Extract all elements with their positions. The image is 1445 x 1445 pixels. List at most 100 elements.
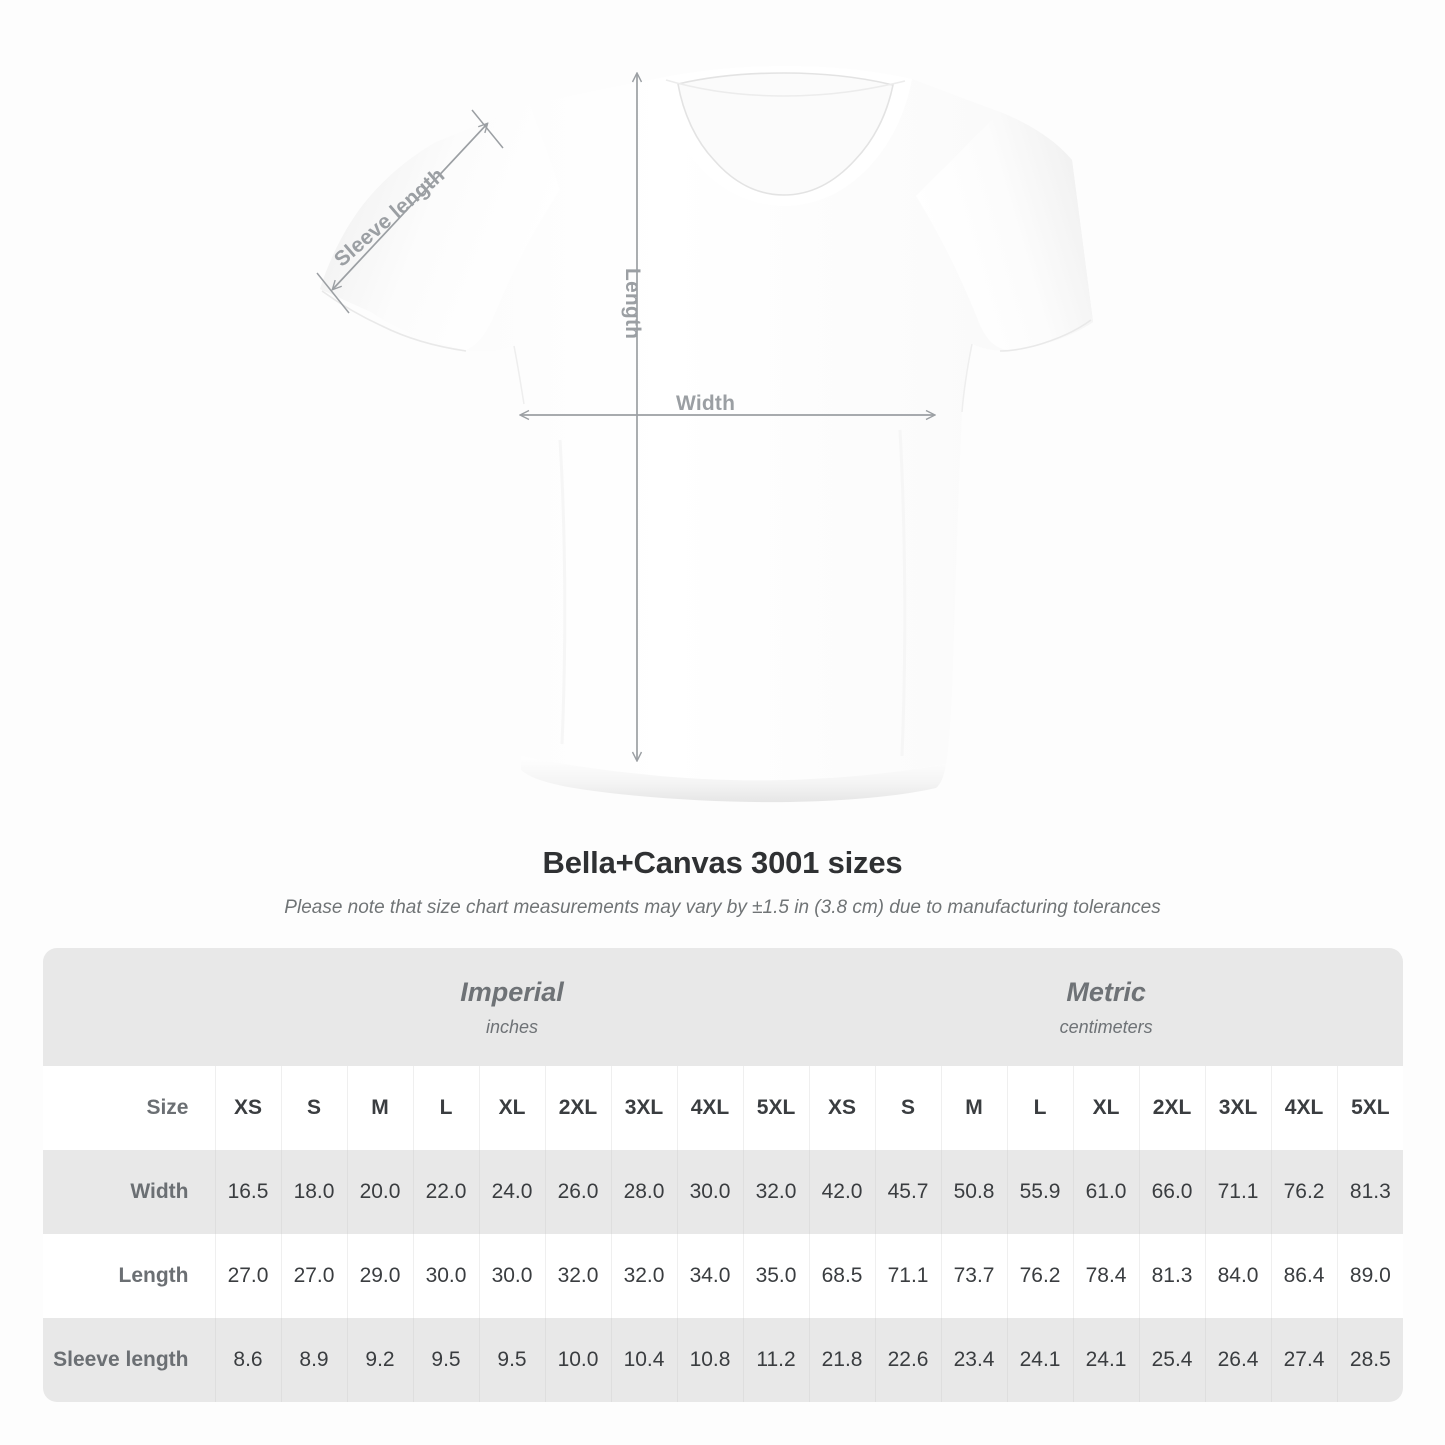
cell-sleeve-length-m-imperial: 9.2: [347, 1318, 414, 1402]
cell-sleeve-length-4xl-imperial: 10.8: [677, 1318, 744, 1402]
cell-length-4xl-metric: 86.4: [1271, 1234, 1338, 1318]
cell-length-s-imperial: 27.0: [281, 1234, 348, 1318]
unit-name: Imperial: [460, 976, 564, 1007]
cell-width-5xl-imperial: 32.0: [743, 1150, 810, 1234]
width-label: Width: [676, 392, 736, 415]
cell-width-m-imperial: 20.0: [347, 1150, 414, 1234]
cell-width-xs-metric: 42.0: [809, 1150, 876, 1234]
size-table: Imperial inches Metric centimeters Size XS S M L…: [43, 948, 1404, 1402]
measurement-lines: [316, 74, 934, 760]
cell-sleeve-length-xl-metric: 24.1: [1073, 1318, 1140, 1402]
column-header-xl-metric: XL: [1073, 1066, 1140, 1150]
unit-subtitle: centimeters: [1059, 1016, 1153, 1037]
column-header-xs-imperial: XS: [215, 1066, 282, 1150]
unit-subtitle: inches: [486, 1016, 539, 1037]
column-header-3xl-imperial: 3XL: [611, 1066, 678, 1150]
cell-width-l-metric: 55.9: [1007, 1150, 1074, 1234]
cell-length-m-metric: 73.7: [941, 1234, 1008, 1318]
cell-length-s-metric: 71.1: [875, 1234, 942, 1318]
cell-width-3xl-imperial: 28.0: [611, 1150, 678, 1234]
cell-length-m-imperial: 29.0: [347, 1234, 414, 1318]
cell-sleeve-length-l-imperial: 9.5: [413, 1318, 480, 1402]
cell-length-l-metric: 76.2: [1007, 1234, 1074, 1318]
column-header-5xl-imperial: 5XL: [743, 1066, 810, 1150]
cell-sleeve-length-4xl-metric: 27.4: [1271, 1318, 1338, 1402]
sleeve-cap-lower: [316, 272, 350, 314]
cell-length-4xl-imperial: 34.0: [677, 1234, 744, 1318]
cell-width-s-metric: 45.7: [875, 1150, 942, 1234]
cell-sleeve-length-3xl-metric: 26.4: [1205, 1318, 1272, 1402]
cell-width-m-metric: 50.8: [941, 1150, 1008, 1234]
cell-width-2xl-imperial: 26.0: [545, 1150, 612, 1234]
cell-sleeve-length-3xl-imperial: 10.4: [611, 1318, 678, 1402]
cell-sleeve-length-s-metric: 22.6: [875, 1318, 942, 1402]
cell-length-5xl-imperial: 35.0: [743, 1234, 810, 1318]
tshirt-diagram: Width Length Sleeve length: [316, 66, 1093, 803]
sleeve-length-arrow: [333, 124, 487, 289]
tshirt-illustration-svg: [316, 66, 1093, 803]
unit-name: Metric: [1066, 976, 1146, 1007]
cell-sleeve-length-m-metric: 23.4: [941, 1318, 1008, 1402]
unit-group-imperial: Imperial inches: [215, 948, 810, 1066]
cell-width-s-imperial: 18.0: [281, 1150, 348, 1234]
cell-sleeve-length-s-imperial: 8.9: [281, 1318, 348, 1402]
column-header-s-metric: S: [875, 1066, 942, 1150]
cell-length-2xl-imperial: 32.0: [545, 1234, 612, 1318]
column-header-m-imperial: M: [347, 1066, 414, 1150]
cell-length-l-imperial: 30.0: [413, 1234, 480, 1318]
table-row: Length 27.0 27.0 29.0 30.0 30.0 32.0 32.0 34.0 35…: [43, 1234, 1404, 1318]
column-header-2xl-metric: 2XL: [1139, 1066, 1206, 1150]
cell-width-5xl-metric: 81.3: [1337, 1150, 1404, 1234]
cell-sleeve-length-2xl-metric: 25.4: [1139, 1318, 1206, 1402]
cell-sleeve-length-xs-imperial: 8.6: [215, 1318, 282, 1402]
cell-width-xs-imperial: 16.5: [215, 1150, 282, 1234]
cell-sleeve-length-2xl-imperial: 10.0: [545, 1318, 612, 1402]
cell-width-4xl-metric: 76.2: [1271, 1150, 1338, 1234]
cell-width-xl-metric: 61.0: [1073, 1150, 1140, 1234]
column-header-m-metric: M: [941, 1066, 1008, 1150]
row-label-width: Width: [43, 1150, 216, 1234]
caption-block: Bella+Canvas 3001 sizes Please note that…: [0, 845, 1445, 919]
unit-row-spacer: [43, 948, 215, 1066]
cell-width-3xl-metric: 71.1: [1205, 1150, 1272, 1234]
column-header-3xl-metric: 3XL: [1205, 1066, 1272, 1150]
unit-header-row: Imperial inches Metric centimeters: [43, 948, 1404, 1066]
tolerance-note: Please note that size chart measurements…: [284, 897, 1161, 918]
size-column-header: Size: [43, 1066, 216, 1150]
table-row: Sleeve length 8.6 8.9 9.2 9.5 9.5 10.0 10.4 10.8…: [43, 1318, 1404, 1402]
column-header-xl-imperial: XL: [479, 1066, 546, 1150]
size-table-container: Imperial inches Metric centimeters Size XS S M L…: [43, 948, 1404, 1402]
cell-sleeve-length-xl-imperial: 9.5: [479, 1318, 546, 1402]
column-header-2xl-imperial: 2XL: [545, 1066, 612, 1150]
cell-sleeve-length-l-metric: 24.1: [1007, 1318, 1074, 1402]
column-header-l-metric: L: [1007, 1066, 1074, 1150]
page-title: Bella+Canvas 3001 sizes: [542, 845, 903, 880]
cell-sleeve-length-xs-metric: 21.8: [809, 1318, 876, 1402]
cell-sleeve-length-5xl-metric: 28.5: [1337, 1318, 1404, 1402]
length-label: Length: [621, 268, 644, 340]
cell-length-xs-imperial: 27.0: [215, 1234, 282, 1318]
row-label-length: Length: [43, 1234, 216, 1318]
unit-group-metric: Metric centimeters: [809, 948, 1404, 1066]
cell-length-xs-metric: 68.5: [809, 1234, 876, 1318]
cell-width-xl-imperial: 24.0: [479, 1150, 546, 1234]
column-header-5xl-metric: 5XL: [1337, 1066, 1404, 1150]
cell-length-2xl-metric: 81.3: [1139, 1234, 1206, 1318]
column-header-s-imperial: S: [281, 1066, 348, 1150]
cell-length-xl-metric: 78.4: [1073, 1234, 1140, 1318]
size-header-row: Size XS S M L XL 2XL 3XL 4XL 5XL XS S M L XL 2XL 3XL 4XL 5…: [43, 1066, 1404, 1150]
cell-length-3xl-imperial: 32.0: [611, 1234, 678, 1318]
column-header-4xl-metric: 4XL: [1271, 1066, 1338, 1150]
cell-width-4xl-imperial: 30.0: [677, 1150, 744, 1234]
column-header-l-imperial: L: [413, 1066, 480, 1150]
cell-sleeve-length-5xl-imperial: 11.2: [743, 1318, 810, 1402]
sleeve-cap-upper: [471, 109, 504, 149]
column-header-xs-metric: XS: [809, 1066, 876, 1150]
row-label-sleeve-length: Sleeve length: [43, 1318, 216, 1402]
column-header-4xl-imperial: 4XL: [677, 1066, 744, 1150]
cell-length-5xl-metric: 89.0: [1337, 1234, 1404, 1318]
cell-width-2xl-metric: 66.0: [1139, 1150, 1206, 1234]
cell-width-l-imperial: 22.0: [413, 1150, 480, 1234]
cell-length-3xl-metric: 84.0: [1205, 1234, 1272, 1318]
